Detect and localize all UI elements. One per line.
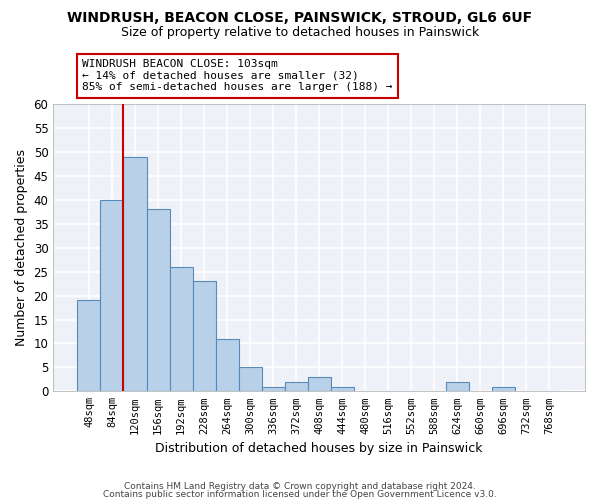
Bar: [146, 210, 170, 392]
Bar: [492, 386, 515, 392]
Text: Contains public sector information licensed under the Open Government Licence v3: Contains public sector information licen…: [103, 490, 497, 499]
Bar: [215, 338, 239, 392]
Bar: [193, 282, 215, 392]
Text: WINDRUSH, BEACON CLOSE, PAINSWICK, STROUD, GL6 6UF: WINDRUSH, BEACON CLOSE, PAINSWICK, STROU…: [67, 11, 533, 25]
Bar: [100, 200, 124, 392]
Bar: [284, 382, 308, 392]
Bar: [239, 368, 262, 392]
Bar: [77, 300, 100, 392]
Bar: [124, 157, 146, 392]
Bar: [331, 386, 353, 392]
Bar: [170, 267, 193, 392]
Bar: [262, 386, 284, 392]
Bar: [308, 377, 331, 392]
Y-axis label: Number of detached properties: Number of detached properties: [15, 150, 28, 346]
Bar: [446, 382, 469, 392]
X-axis label: Distribution of detached houses by size in Painswick: Distribution of detached houses by size …: [155, 442, 483, 455]
Text: Size of property relative to detached houses in Painswick: Size of property relative to detached ho…: [121, 26, 479, 39]
Text: WINDRUSH BEACON CLOSE: 103sqm
← 14% of detached houses are smaller (32)
85% of s: WINDRUSH BEACON CLOSE: 103sqm ← 14% of d…: [82, 59, 392, 92]
Text: Contains HM Land Registry data © Crown copyright and database right 2024.: Contains HM Land Registry data © Crown c…: [124, 482, 476, 491]
